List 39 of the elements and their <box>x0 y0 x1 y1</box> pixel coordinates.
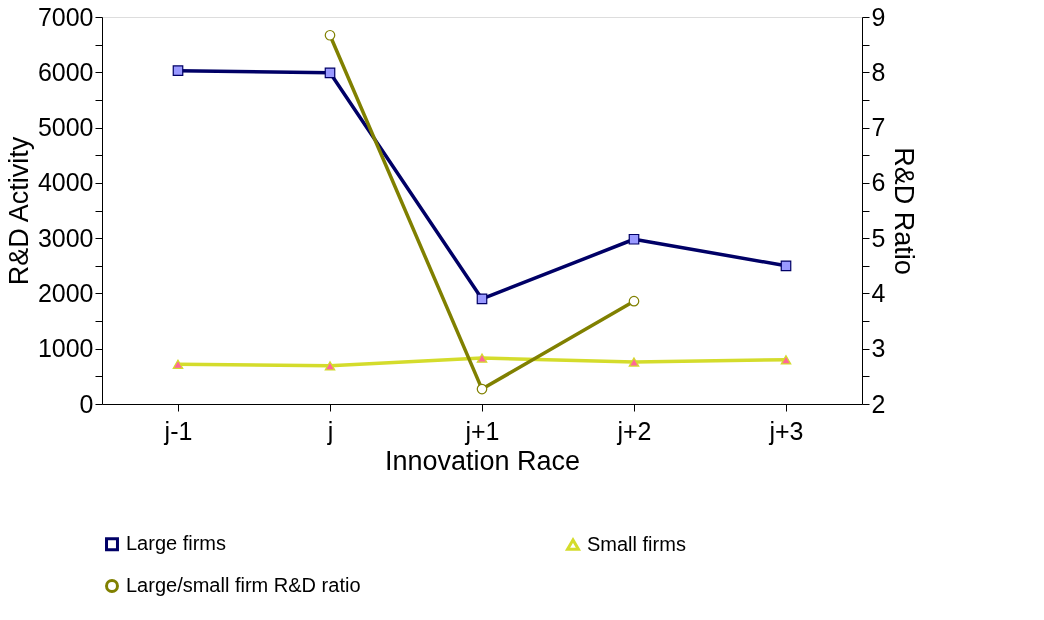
y2-tick-label: 4 <box>871 278 886 307</box>
y2-tick-label: 5 <box>871 223 886 252</box>
point <box>172 65 184 76</box>
point <box>628 233 640 245</box>
y-tick-label: 4000 <box>37 168 94 197</box>
y-tick-label: 3000 <box>37 223 94 252</box>
point <box>324 361 336 371</box>
y2-axis-title: R&D Ratio <box>889 147 920 275</box>
x-tick-label: j <box>326 416 334 445</box>
y2-tick-label: 2 <box>871 389 886 418</box>
y2-tick-label: 8 <box>871 57 886 86</box>
y2-tick-label: 7 <box>871 113 886 142</box>
point <box>628 357 640 367</box>
point <box>324 67 336 79</box>
x-tick-label: j-1 <box>163 416 193 445</box>
y-tick-label: 1000 <box>37 334 94 363</box>
y2-tick-label: 6 <box>871 168 886 197</box>
x-tick-label: j+2 <box>616 416 652 445</box>
point <box>324 29 336 41</box>
y2-tick-label: 9 <box>871 2 886 31</box>
legend-label: Small firms <box>587 532 686 555</box>
y-tick-label: 0 <box>79 389 94 418</box>
point <box>476 383 488 395</box>
y-tick-label: 5000 <box>37 113 94 142</box>
x-axis-title: Innovation Race <box>384 445 581 476</box>
x-tick-label: j+1 <box>464 416 500 445</box>
point <box>628 295 640 307</box>
point <box>476 353 488 363</box>
x-tick-label: j+3 <box>768 416 804 445</box>
y-axis-title: R&D Activity <box>3 136 34 286</box>
legend-label: Large/small firm R&D ratio <box>126 574 361 596</box>
y-tick-label: 2000 <box>37 278 94 307</box>
y-tick-label: 7000 <box>37 2 94 31</box>
legend-label: Large firms <box>126 532 227 555</box>
point <box>780 260 792 272</box>
point <box>172 359 184 369</box>
point <box>780 355 792 365</box>
y-tick-label: 6000 <box>37 57 94 86</box>
y2-tick-label: 3 <box>871 334 886 363</box>
